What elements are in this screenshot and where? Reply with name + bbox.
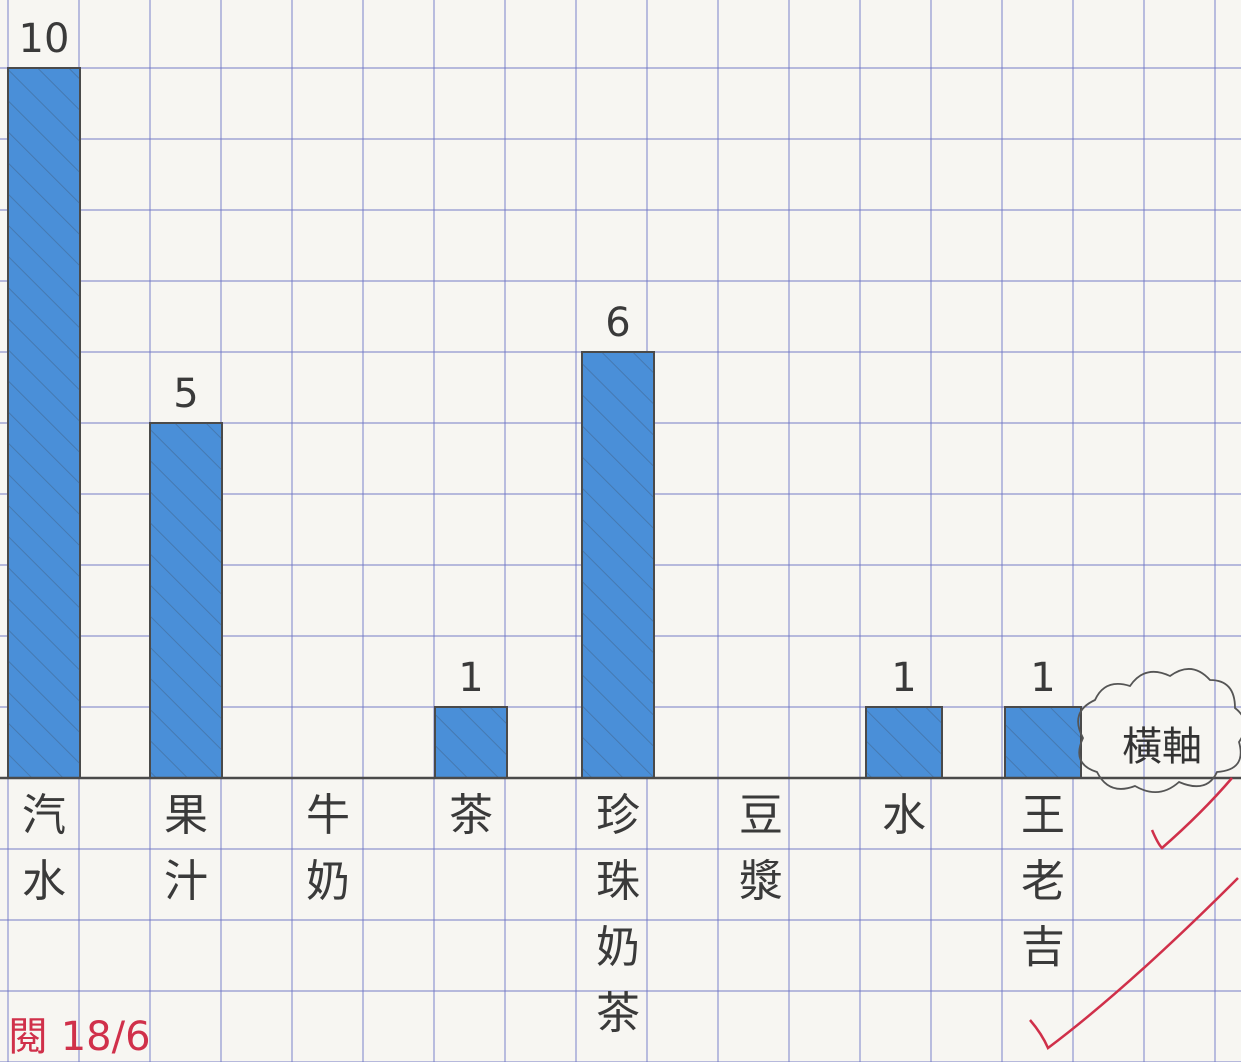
category-label-char: 水 xyxy=(882,790,926,841)
category-label-char: 牛 xyxy=(306,790,350,841)
review-stamp-text: 閱 18/6 xyxy=(8,1014,151,1060)
check-mark-icon xyxy=(1150,777,1233,850)
category-label-char: 茶 xyxy=(596,988,640,1039)
category-label-char: 老 xyxy=(1021,856,1065,907)
bars xyxy=(7,67,1082,779)
category-label-char: 汽 xyxy=(22,790,66,841)
value-label-7: 1 xyxy=(891,655,916,701)
axis-note: 橫軸 xyxy=(1077,668,1241,793)
value-label-4: 1 xyxy=(458,655,483,701)
category-label-char: 奶 xyxy=(596,922,640,973)
bar-hatch-2 xyxy=(150,423,222,778)
check-marks xyxy=(1029,777,1239,1050)
bar-hatch-1 xyxy=(8,68,80,778)
axis-note-text: 橫軸 xyxy=(1122,724,1202,770)
category-label-char: 王 xyxy=(1021,790,1065,841)
value-label-8: 1 xyxy=(1030,655,1055,701)
bar-hatch-7 xyxy=(866,707,942,778)
value-label-2: 5 xyxy=(173,371,198,417)
bar-hatch-5 xyxy=(582,352,654,778)
category-label-char: 茶 xyxy=(449,790,493,841)
bar-hatch-8 xyxy=(1005,707,1081,778)
category-label-char: 吉 xyxy=(1021,922,1065,973)
cloud-bubble-icon xyxy=(1077,668,1241,793)
category-label-char: 汁 xyxy=(164,856,208,907)
check-mark-icon xyxy=(1029,877,1239,1050)
bar-hatch-4 xyxy=(435,707,507,778)
review-stamp: 閱 18/6 xyxy=(8,1014,151,1060)
category-label-char: 珍 xyxy=(596,790,640,841)
category-label-char: 水 xyxy=(22,856,66,907)
category-label-char: 珠 xyxy=(596,856,640,907)
category-label-char: 奶 xyxy=(306,856,350,907)
value-label-1: 10 xyxy=(19,16,70,62)
value-label-5: 6 xyxy=(605,300,630,346)
category-label-char: 果 xyxy=(164,790,208,841)
category-label-char: 豆 xyxy=(739,790,783,841)
category-label-char: 漿 xyxy=(739,856,783,907)
